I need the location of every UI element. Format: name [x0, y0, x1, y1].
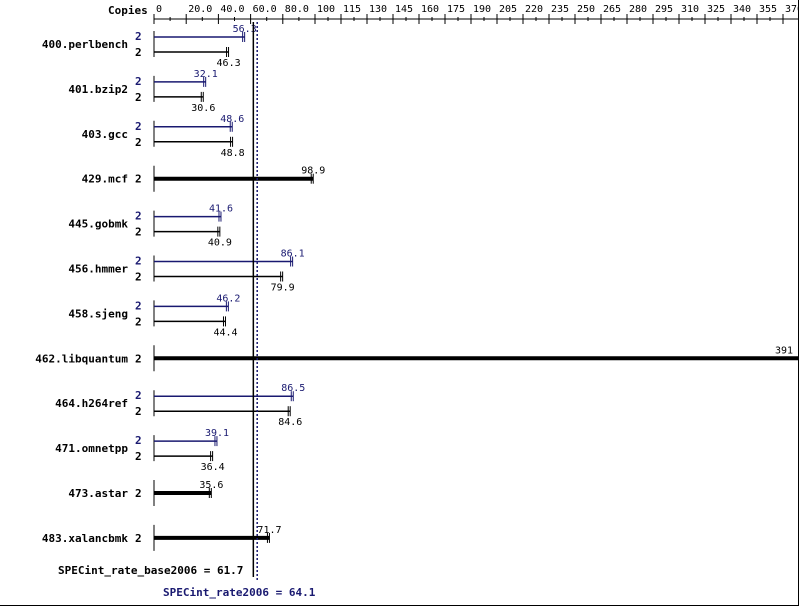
value-label: 30.6: [191, 103, 215, 114]
copies-value: 2: [135, 299, 142, 312]
copies-value: 2: [135, 173, 142, 186]
x-tick-label: 370: [785, 4, 799, 15]
copies-value: 2: [135, 46, 142, 59]
x-tick-label: 280: [629, 4, 647, 15]
summary-lines: SPECint_rate_base2006 = 61.7 SPECint_rate…: [58, 22, 316, 599]
value-label: 44.4: [213, 327, 237, 338]
x-axis: 0 20.0 40.0 60.0 80.0 100 115 130 145 160 175 190 20…: [153, 4, 799, 24]
x-tick-label: 250: [577, 4, 595, 15]
copies-value: 2: [135, 255, 142, 268]
base-summary-label: SPECint_rate_base2006 = 61.7: [58, 564, 243, 577]
benchmark-label: 445.gobmk: [68, 218, 128, 231]
peak-summary-label: SPECint_rate2006 = 64.1: [163, 586, 316, 599]
copies-value: 2: [135, 271, 142, 284]
value-label: 86.1: [281, 249, 305, 260]
copies-value: 2: [135, 315, 142, 328]
x-tick-label: 100: [317, 4, 335, 15]
value-label: 40.9: [208, 238, 232, 249]
copies-value: 2: [135, 75, 142, 88]
x-tick-label: 130: [369, 4, 387, 15]
benchmark-label: 471.omnetpp: [55, 442, 128, 455]
value-label: 35.6: [199, 480, 223, 491]
copies-value: 2: [135, 91, 142, 104]
copies-value: 2: [135, 532, 142, 545]
x-tick-label: 40.0: [220, 4, 244, 15]
benchmark-label: 462.libquantum: [35, 352, 128, 365]
copies-value: 2: [135, 389, 142, 402]
x-tick-label: 325: [707, 4, 725, 15]
copies-value: 2: [135, 487, 142, 500]
benchmark-label: 403.gcc: [82, 128, 128, 141]
x-tick-label: 220: [525, 4, 543, 15]
copies-value: 2: [135, 434, 142, 447]
copies-value: 2: [135, 210, 142, 223]
value-label: 46.2: [216, 293, 240, 304]
x-tick-label: 265: [603, 4, 621, 15]
value-label: 39.1: [205, 428, 229, 439]
x-tick-label: 175: [447, 4, 465, 15]
value-label: 36.4: [201, 462, 225, 473]
x-tick-label: 145: [395, 4, 413, 15]
value-label: 86.5: [281, 383, 305, 394]
x-tick-label: 235: [551, 4, 569, 15]
copies-header: Copies: [108, 4, 148, 17]
benchmark-label: 483.xalancbmk: [42, 532, 128, 545]
copies-value: 2: [135, 450, 142, 463]
x-tick-label: 190: [473, 4, 491, 15]
value-label: 84.6: [278, 417, 302, 428]
copies-value: 2: [135, 120, 142, 133]
x-tick-label: 295: [655, 4, 673, 15]
x-tick-label: 205: [499, 4, 517, 15]
benchmark-label: 429.mcf: [82, 173, 128, 186]
copies-value: 2: [135, 352, 142, 365]
copies-value: 2: [135, 226, 142, 239]
x-tick-label: 160: [421, 4, 439, 15]
benchmark-label: 473.astar: [68, 487, 128, 500]
x-tick-label: 355: [759, 4, 777, 15]
x-tick-label: 20.0: [188, 4, 212, 15]
value-label: 98.9: [301, 166, 325, 177]
value-label: 71.7: [257, 525, 281, 536]
x-tick-label: 115: [343, 4, 361, 15]
value-label: 41.6: [209, 204, 233, 215]
copies-value: 2: [135, 405, 142, 418]
benchmark-label: 458.sjeng: [68, 307, 128, 320]
x-tick-label: 0: [156, 4, 162, 15]
copies-value: 2: [135, 136, 142, 149]
value-label: 46.3: [217, 58, 241, 69]
value-label: 32.1: [194, 69, 218, 80]
benchmark-label: 400.perlbench: [42, 38, 128, 51]
value-label: 48.6: [220, 114, 244, 125]
x-tick-label: 60.0: [253, 4, 277, 15]
x-tick-label: 310: [681, 4, 699, 15]
value-label: 56.3: [233, 24, 257, 35]
benchmark-label: 456.hmmer: [68, 263, 128, 276]
x-tick-label: 340: [733, 4, 751, 15]
value-label: 79.9: [271, 283, 295, 294]
value-label: 48.8: [221, 148, 245, 159]
x-tick-label: 80.0: [285, 4, 309, 15]
value-label: 391: [775, 345, 793, 356]
benchmark-label: 401.bzip2: [68, 83, 128, 96]
copies-value: 2: [135, 30, 142, 43]
benchmark-label: 464.h264ref: [55, 397, 128, 410]
bars: 400.perlbench 2 2 56.3 46.3 401.bzip2 2 2 32.1 30…: [35, 24, 799, 551]
